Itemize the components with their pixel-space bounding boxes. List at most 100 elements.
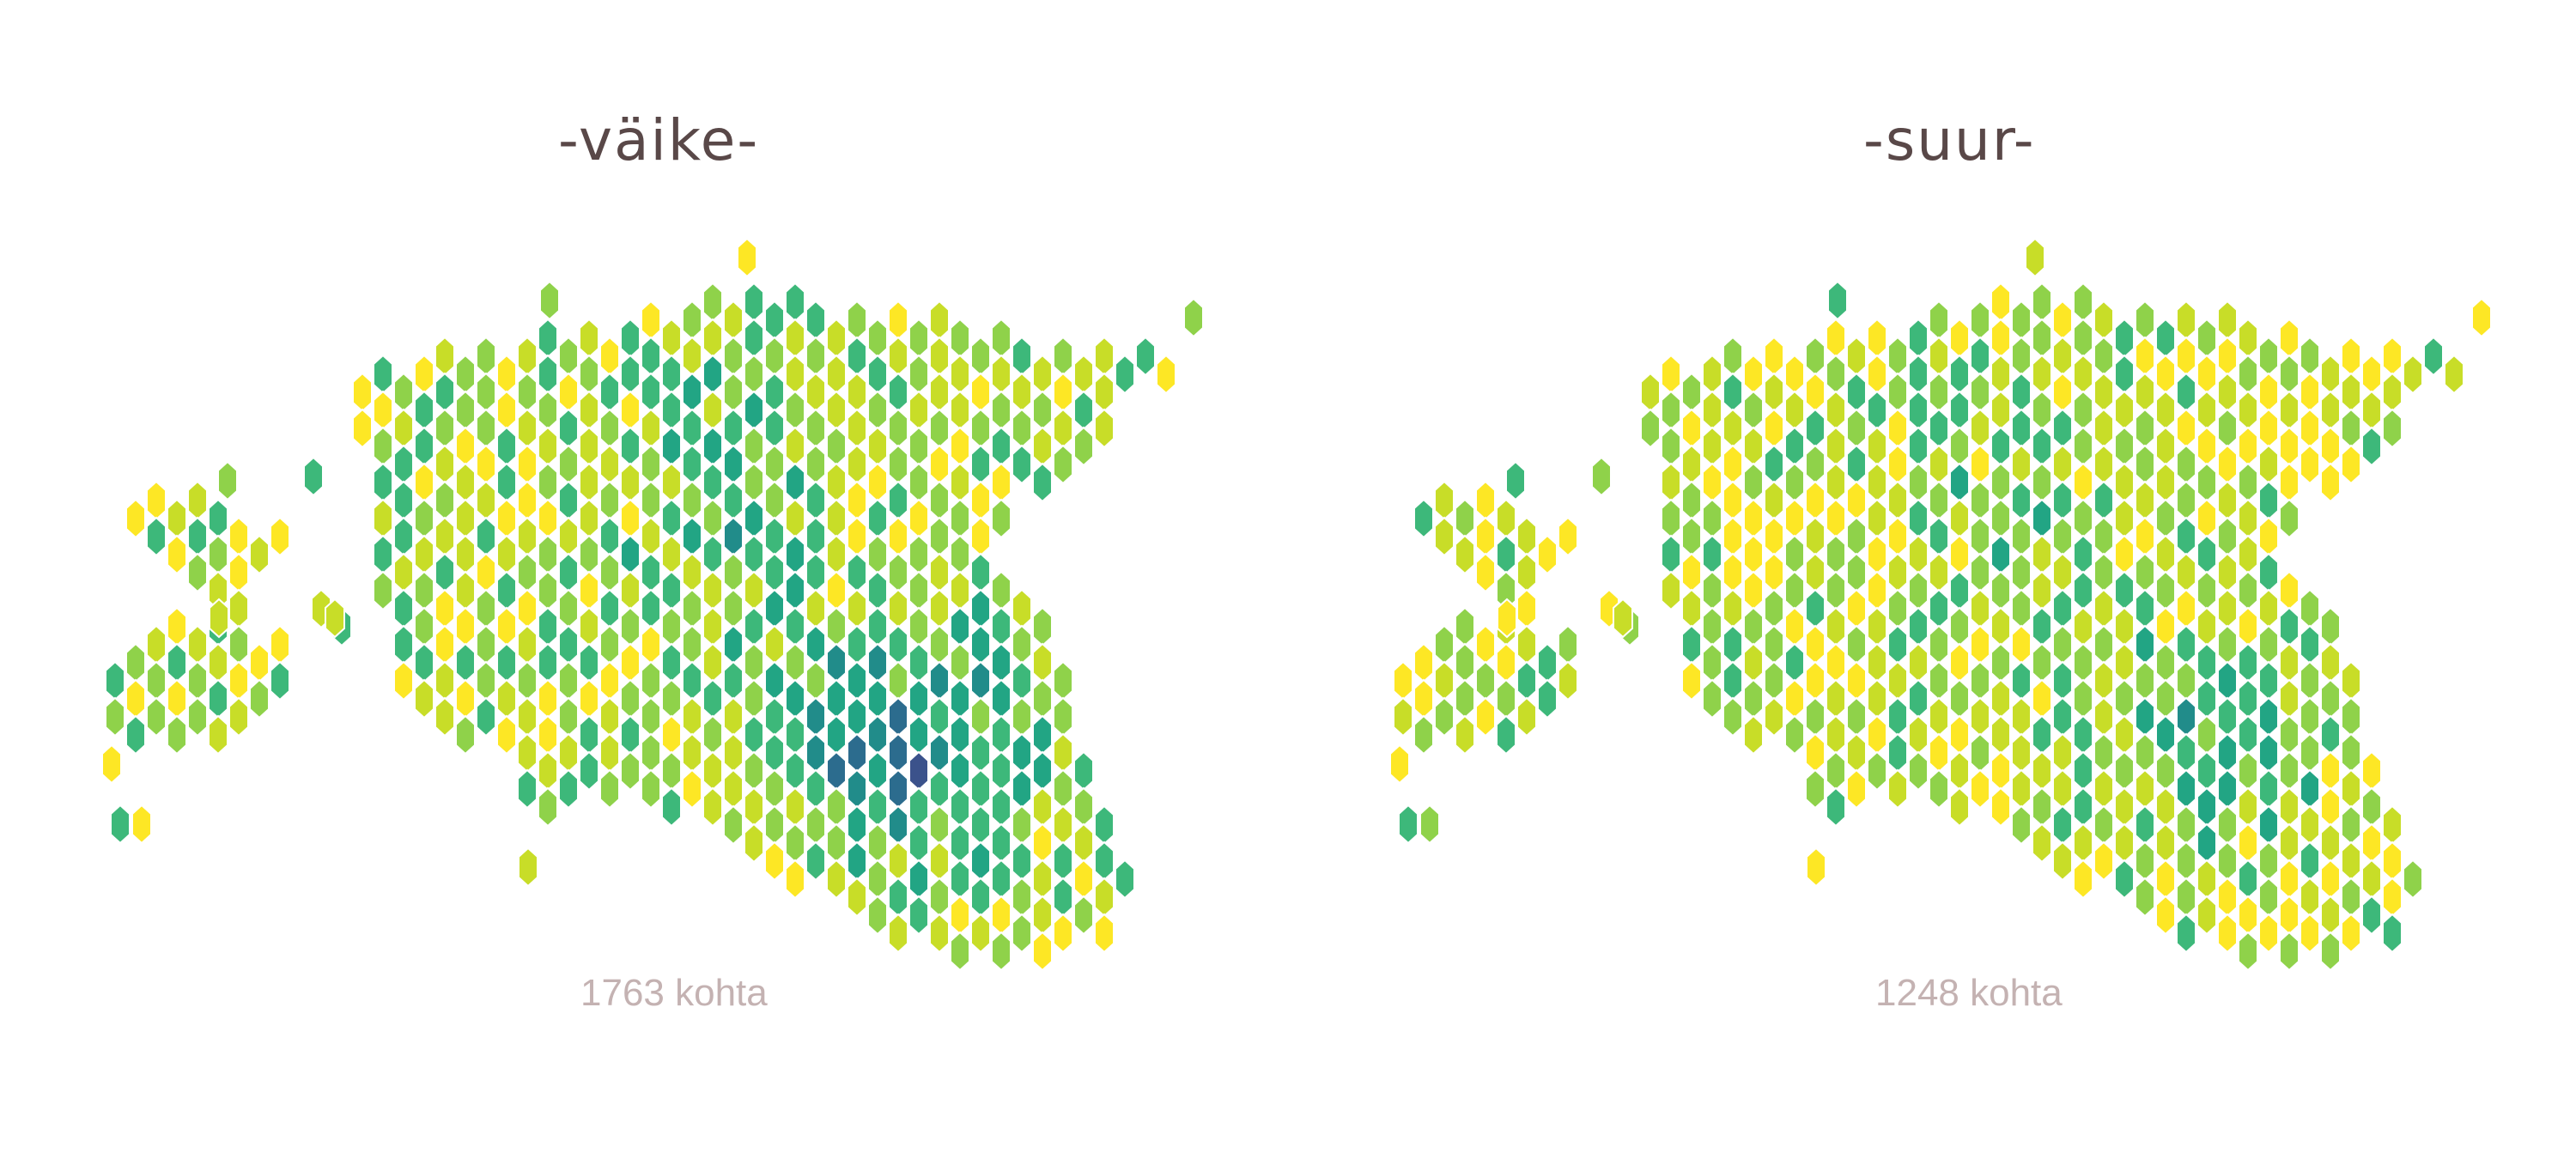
hex-cell bbox=[1012, 372, 1032, 413]
hex-cell bbox=[764, 372, 785, 413]
hex-cell bbox=[764, 408, 785, 449]
hex-cell bbox=[2155, 714, 2176, 755]
hex-cell bbox=[1516, 660, 1537, 701]
hex-cell bbox=[1826, 642, 1846, 683]
hex-cell bbox=[1743, 714, 1764, 755]
map-panel-suur: -suur- 1248 kohta bbox=[1288, 0, 2576, 1159]
hex-cell bbox=[867, 678, 888, 719]
hex-cell bbox=[847, 588, 867, 629]
hex-cell bbox=[1393, 660, 1413, 701]
hex-cell bbox=[2361, 786, 2382, 828]
hex-cell bbox=[1516, 552, 1537, 593]
hex-cell bbox=[744, 282, 764, 323]
hex-cell bbox=[785, 498, 805, 539]
hex-cell bbox=[373, 534, 393, 575]
hex-cell bbox=[991, 642, 1012, 683]
hex-cell bbox=[558, 408, 579, 449]
hex-cell bbox=[723, 480, 744, 521]
hex-cell bbox=[682, 624, 702, 665]
hex-cell bbox=[888, 336, 908, 377]
hex-cell bbox=[1032, 895, 1053, 936]
hex-cell bbox=[805, 444, 826, 485]
hex-cell bbox=[434, 552, 455, 593]
hex-cell bbox=[1393, 696, 1413, 737]
hex-cell bbox=[455, 462, 476, 503]
hex-cell bbox=[2114, 859, 2135, 900]
hex-cell bbox=[1094, 877, 1115, 918]
hex-cell bbox=[620, 642, 641, 683]
hex-cell bbox=[950, 931, 970, 972]
hex-cell bbox=[1012, 696, 1032, 737]
hex-cell bbox=[1012, 408, 1032, 449]
hex-cell bbox=[2093, 840, 2114, 882]
hex-cell bbox=[1722, 480, 1743, 521]
hex-cell bbox=[325, 598, 345, 639]
hex-cell bbox=[2135, 768, 2155, 810]
hex-cell bbox=[270, 516, 290, 557]
hex-cell bbox=[2217, 372, 2238, 413]
hex-cell bbox=[1826, 606, 1846, 647]
hex-cell bbox=[2052, 408, 2073, 449]
hex-cell bbox=[538, 570, 558, 611]
hex-cell bbox=[826, 859, 847, 900]
hex-cell bbox=[702, 642, 723, 683]
hex-cell bbox=[1887, 768, 1908, 810]
hex-cell bbox=[970, 588, 991, 629]
hex-cell bbox=[2279, 354, 2300, 395]
hex-cell bbox=[2279, 895, 2300, 936]
hex-cell bbox=[682, 732, 702, 774]
hex-cell bbox=[517, 732, 538, 774]
hex-cell bbox=[1032, 678, 1053, 719]
hex-cell bbox=[599, 516, 620, 557]
hex-cell bbox=[723, 768, 744, 810]
hex-cell bbox=[826, 678, 847, 719]
hex-cell bbox=[867, 570, 888, 611]
hex-cell bbox=[2403, 354, 2423, 395]
hex-cell bbox=[929, 804, 950, 846]
hex-cell bbox=[1990, 606, 2011, 647]
hex-cell bbox=[393, 408, 414, 449]
hex-cell bbox=[847, 877, 867, 918]
hex-cell bbox=[620, 318, 641, 359]
hex-cell bbox=[1073, 390, 1094, 431]
hex-cell bbox=[1805, 768, 1826, 810]
panel-title: -väike- bbox=[558, 107, 760, 173]
hex-cell bbox=[2011, 696, 2032, 737]
hex-cell bbox=[2176, 877, 2196, 918]
hex-cell bbox=[1558, 660, 1578, 701]
hex-cell bbox=[2052, 516, 2073, 557]
hex-cell bbox=[1455, 642, 1475, 683]
hex-cell bbox=[2341, 336, 2361, 377]
hex-cell bbox=[2135, 732, 2155, 774]
hex-cell bbox=[1073, 426, 1094, 467]
hex-cell bbox=[599, 660, 620, 701]
hex-cell bbox=[1012, 732, 1032, 774]
hex-cell bbox=[682, 408, 702, 449]
hex-cell bbox=[1516, 588, 1537, 629]
hex-cell bbox=[2135, 624, 2155, 665]
hex-cell bbox=[208, 678, 228, 719]
hex-cell bbox=[558, 372, 579, 413]
hex-cell bbox=[847, 804, 867, 846]
hex-cell bbox=[723, 444, 744, 485]
hex-cell bbox=[847, 516, 867, 557]
hex-cell bbox=[970, 444, 991, 485]
hex-cell bbox=[2093, 696, 2114, 737]
hex-cell bbox=[2300, 336, 2320, 377]
hex-cell bbox=[414, 570, 434, 611]
hex-cell bbox=[847, 444, 867, 485]
hex-cell bbox=[455, 426, 476, 467]
hex-cell bbox=[929, 768, 950, 810]
hex-cell bbox=[146, 480, 167, 521]
hex-cell bbox=[125, 642, 146, 683]
hex-cell bbox=[847, 840, 867, 882]
hex-cell bbox=[2258, 372, 2279, 413]
hex-cell bbox=[2032, 426, 2052, 467]
hex-cell bbox=[1867, 426, 1887, 467]
hex-cell bbox=[2196, 426, 2217, 467]
hex-cell bbox=[682, 588, 702, 629]
hex-cell bbox=[2361, 426, 2382, 467]
hex-cell bbox=[538, 786, 558, 828]
hex-cell bbox=[661, 678, 682, 719]
hex-cell bbox=[1702, 426, 1722, 467]
